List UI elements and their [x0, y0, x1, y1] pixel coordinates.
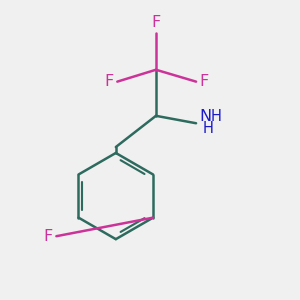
Text: H: H: [210, 109, 221, 124]
Text: N: N: [200, 109, 212, 124]
Text: F: F: [44, 229, 53, 244]
Text: F: F: [104, 74, 114, 89]
Text: F: F: [200, 74, 209, 89]
Text: F: F: [151, 15, 160, 30]
Text: H: H: [202, 121, 214, 136]
